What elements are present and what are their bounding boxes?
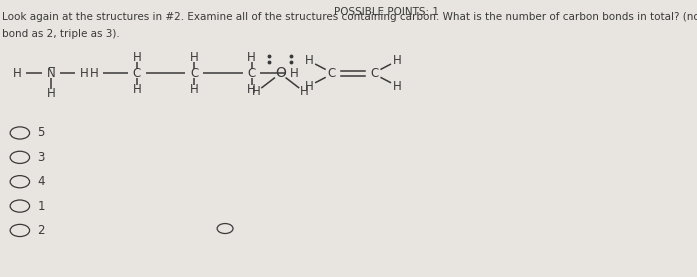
Text: H: H — [47, 87, 55, 100]
Text: 4: 4 — [38, 175, 45, 188]
Text: bond as 2, triple as 3).: bond as 2, triple as 3). — [2, 29, 120, 39]
Text: H: H — [393, 54, 401, 66]
Text: 3: 3 — [38, 151, 45, 164]
Text: H: H — [300, 85, 309, 98]
Text: H: H — [247, 51, 256, 64]
Text: H: H — [132, 83, 141, 96]
Text: H: H — [89, 67, 98, 80]
Text: H: H — [393, 80, 401, 93]
Text: C: C — [190, 67, 199, 80]
Text: H: H — [80, 67, 89, 80]
Text: N̅: N̅ — [47, 67, 55, 80]
Text: POSSIBLE POINTS: 1: POSSIBLE POINTS: 1 — [334, 7, 439, 17]
Text: C: C — [370, 67, 378, 80]
Text: H: H — [247, 83, 256, 96]
Text: H: H — [305, 54, 314, 66]
Text: H: H — [305, 80, 314, 93]
Text: H: H — [132, 51, 141, 64]
Text: 5: 5 — [38, 127, 45, 139]
Text: H: H — [290, 67, 299, 80]
Text: H: H — [190, 83, 199, 96]
Text: C: C — [247, 67, 256, 80]
Text: H: H — [252, 85, 261, 98]
Text: H: H — [190, 51, 199, 64]
Text: Look again at the structures in #2. Examine all of the structures containing car: Look again at the structures in #2. Exam… — [2, 12, 697, 22]
Text: 2: 2 — [38, 224, 45, 237]
Text: C: C — [132, 67, 141, 80]
Text: H: H — [13, 67, 22, 80]
Text: C: C — [328, 67, 336, 80]
Text: O: O — [275, 66, 286, 80]
Text: 1: 1 — [38, 200, 45, 212]
